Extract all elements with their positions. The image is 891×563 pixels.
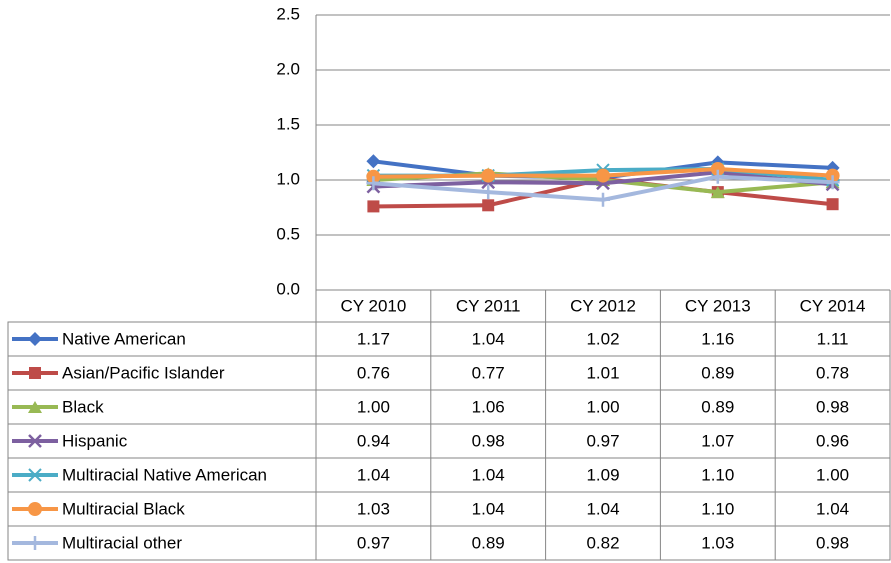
marker: [366, 176, 381, 191]
table-value: 0.98: [816, 533, 849, 552]
legend-marker: [29, 367, 41, 379]
marker: [596, 192, 610, 207]
x-tick-label: CY 2014: [800, 296, 866, 315]
x-tick-label: CY 2012: [570, 296, 636, 315]
legend-label: Multiracial other: [62, 533, 182, 552]
marker: [482, 199, 495, 212]
table-value: 1.04: [816, 499, 849, 518]
table-value: 0.97: [586, 431, 619, 450]
table-value: 0.89: [701, 363, 734, 382]
marker: [710, 186, 725, 199]
legend-marker: [28, 468, 42, 482]
x-tick-label: CY 2011: [456, 296, 521, 315]
y-tick-label: 0.5: [276, 224, 300, 243]
table-value: 0.97: [357, 533, 390, 552]
legend-label: Asian/Pacific Islander: [62, 363, 225, 382]
table-value: 1.04: [357, 465, 390, 484]
legend-label: Multiracial Native American: [62, 465, 267, 484]
table-value: 0.82: [586, 533, 619, 552]
table-value: 1.07: [701, 431, 734, 450]
table-value: 0.77: [472, 363, 505, 382]
marker: [596, 168, 610, 183]
table-border: [7, 321, 891, 561]
table-value: 1.17: [357, 329, 390, 348]
table-value: 1.10: [701, 465, 734, 484]
table-value: 1.16: [701, 329, 734, 348]
table-value: 1.03: [701, 533, 734, 552]
y-tick-label: 1.0: [276, 169, 300, 188]
table-value: 1.02: [586, 329, 619, 348]
table-value: 1.03: [357, 499, 390, 518]
table-value: 0.98: [472, 431, 505, 450]
table-value: 0.89: [701, 397, 734, 416]
legend-marker: [28, 401, 42, 413]
table-value: 1.10: [701, 499, 734, 518]
y-tick-label: 2.0: [276, 59, 300, 78]
marker: [710, 162, 725, 176]
table-value: 1.01: [586, 363, 619, 382]
legend-marker: [28, 434, 42, 448]
table-value: 1.00: [357, 397, 390, 416]
marker: [367, 200, 380, 213]
table-value: 0.76: [357, 363, 390, 382]
marker: [481, 168, 496, 183]
marker: [710, 169, 725, 184]
legend-label: Multiracial Black: [62, 499, 185, 518]
y-tick-label: 2.5: [276, 4, 300, 23]
table-value: 0.94: [357, 431, 390, 450]
legend-label: Hispanic: [62, 431, 128, 450]
table-value: 1.09: [586, 465, 619, 484]
x-tick-label: CY 2010: [340, 296, 406, 315]
table-value: 0.96: [816, 431, 849, 450]
y-tick-label: 0.0: [276, 279, 300, 298]
table-value: 1.11: [817, 329, 849, 348]
legend-marker: [28, 502, 42, 516]
table-value: 1.04: [472, 499, 505, 518]
legend-label: Native American: [62, 329, 186, 348]
marker: [826, 198, 839, 211]
table-value: 0.98: [816, 397, 849, 416]
table-value: 1.00: [586, 397, 619, 416]
table-value: 1.06: [472, 397, 505, 416]
legend-marker: [28, 536, 42, 550]
marker: [825, 175, 840, 190]
marker: [366, 154, 381, 169]
table-value: 1.04: [586, 499, 619, 518]
table-value: 1.04: [472, 465, 505, 484]
table-value: 1.00: [816, 465, 849, 484]
marker: [481, 185, 496, 200]
table-value: 0.89: [472, 533, 505, 552]
y-tick-label: 1.5: [276, 114, 300, 133]
x-tick-label: CY 2013: [685, 296, 751, 315]
table-value: 1.04: [472, 329, 505, 348]
table-value: 0.78: [816, 363, 849, 382]
legend-label: Black: [62, 397, 104, 416]
legend-marker: [28, 332, 42, 346]
